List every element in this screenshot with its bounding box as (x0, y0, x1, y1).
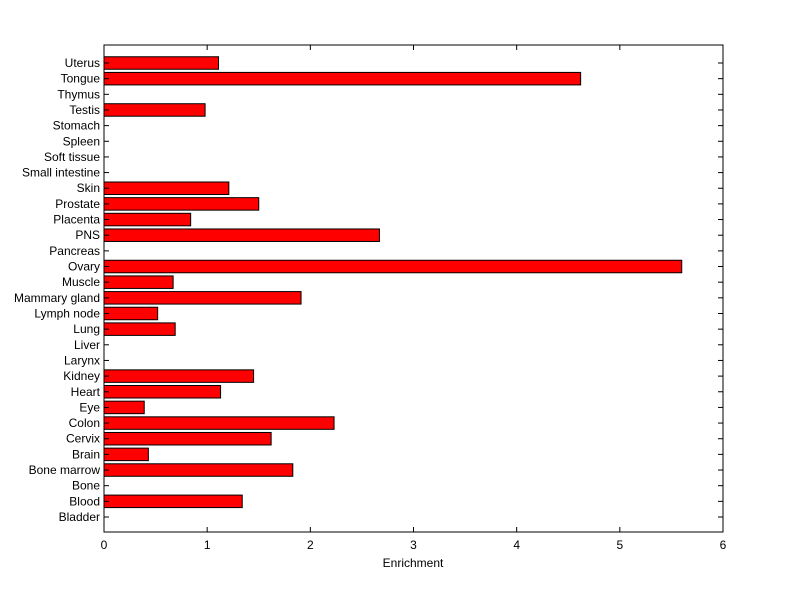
y-tick-label: Spleen (63, 134, 100, 148)
bar-skin (103, 181, 230, 195)
y-tick-label: Bladder (59, 510, 100, 524)
y-tick-label: Skin (77, 181, 100, 195)
y-tick-label: Testis (69, 103, 100, 117)
y-tick-label: Pancreas (49, 244, 100, 258)
bar-mammary-gland (103, 291, 302, 305)
y-tick-label: Thymus (57, 87, 100, 101)
bar-bone-marrow (103, 463, 294, 477)
x-tick-label: 5 (616, 538, 623, 552)
y-tick-label: Uterus (65, 56, 100, 70)
y-tick-label: Larynx (64, 353, 100, 367)
bar-lymph-node (103, 306, 159, 321)
bar-muscle (103, 275, 174, 289)
x-tick-label: 4 (513, 538, 520, 552)
y-tick-label: Heart (71, 385, 101, 399)
bar-brain (103, 447, 149, 462)
y-tick-label: Brain (72, 447, 100, 461)
bar-colon (103, 416, 335, 430)
bar-kidney (103, 369, 255, 383)
x-tick-label: 3 (410, 538, 417, 552)
y-tick-label: Eye (79, 400, 100, 414)
x-tick-label: 0 (101, 538, 108, 552)
bar-eye (103, 400, 145, 415)
bar-heart (103, 385, 222, 399)
bar-testis (103, 103, 206, 117)
y-tick-label: Small intestine (22, 166, 100, 180)
y-tick-label: Lung (73, 322, 100, 336)
y-tick-label: Placenta (53, 213, 100, 227)
bar-cervix (103, 431, 272, 446)
y-tick-label: Blood (69, 494, 100, 508)
y-tick-label: Bone marrow (29, 463, 101, 477)
bar-ovary (103, 259, 683, 274)
x-tick-label: 2 (307, 538, 314, 552)
plot-area (103, 44, 724, 533)
y-tick-label: Stomach (53, 119, 100, 133)
y-tick-label: Lymph node (34, 306, 100, 320)
bar-placenta (103, 212, 192, 227)
y-tick-label: Prostate (55, 197, 100, 211)
bar-tongue (103, 71, 582, 86)
y-tick-label: Liver (74, 338, 100, 352)
y-tick-label: Colon (69, 416, 100, 430)
x-tick-label: 6 (720, 538, 727, 552)
y-tick-label: Tongue (61, 72, 101, 86)
y-tick-label: Ovary (68, 260, 100, 274)
y-tick-label: Muscle (62, 275, 100, 289)
bar-uterus (103, 56, 220, 70)
y-tick-label: Kidney (63, 369, 100, 383)
bar-lung (103, 322, 176, 336)
y-tick-label: Mammary gland (14, 291, 100, 305)
x-axis-title: Enrichment (383, 556, 444, 570)
y-tick-label: PNS (75, 228, 100, 242)
y-tick-label: Soft tissue (44, 150, 100, 164)
bar-blood (103, 494, 243, 509)
y-tick-label: Cervix (66, 432, 100, 446)
bar-prostate (103, 197, 260, 211)
x-tick-label: 1 (204, 538, 211, 552)
x-axis-ticks: 0 1 2 3 4 5 6 (101, 45, 727, 552)
y-tick-label: Bone (72, 479, 100, 493)
bar-pns (103, 228, 380, 242)
